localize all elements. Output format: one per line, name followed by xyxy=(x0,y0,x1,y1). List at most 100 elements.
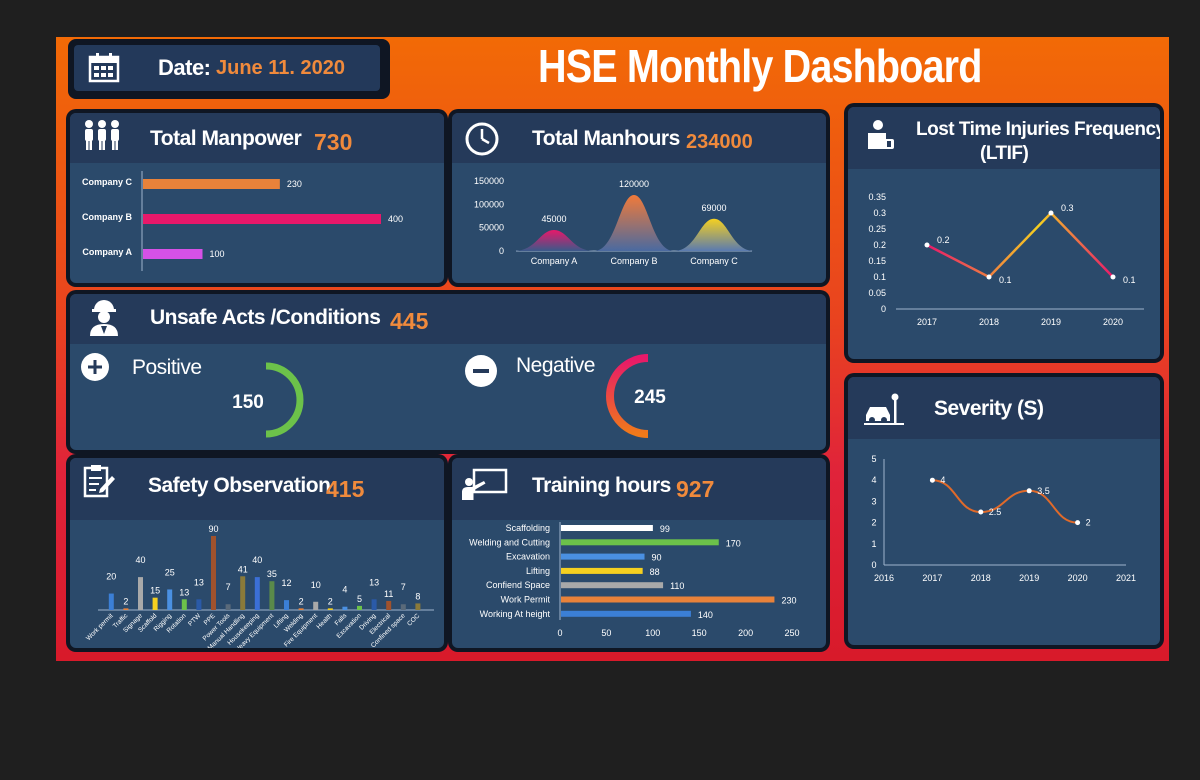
training-xtick-50: 50 xyxy=(601,628,611,638)
manpower-value: 730 xyxy=(314,129,353,155)
clock-icon xyxy=(465,122,499,156)
training-value-scaffolding: 99 xyxy=(660,524,670,534)
training-label-scaffolding: Scaffolding xyxy=(506,523,550,533)
ltif-label-2018: 0.1 xyxy=(999,275,1012,285)
date-box: Date: June 11. 2020 xyxy=(68,39,390,99)
observation-bar-fire-equipment xyxy=(313,601,319,610)
training-value-confiend-space: 110 xyxy=(670,581,684,591)
training-chart: Scaffolding 99 Welding and Cutting 170 Excav… xyxy=(469,522,800,638)
severity-xtick-2021: 2021 xyxy=(1116,573,1136,583)
observation-card: Safety Observation 415 20 Work permit 2 Tra… xyxy=(66,454,448,652)
observation-bar-driving xyxy=(371,599,377,610)
training-bar-working-at-height xyxy=(561,610,691,617)
manhours-title: Total Manhours xyxy=(532,127,680,150)
severity-line xyxy=(932,479,1078,524)
severity-ytick-2: 2 xyxy=(871,518,876,528)
manhours-xtick-company-a: Company A xyxy=(531,256,578,266)
training-card: Training hours 927 Scaffolding 99 Welding … xyxy=(448,454,830,652)
injured-person-icon xyxy=(868,120,894,149)
manpower-title: Total Manpower xyxy=(150,127,302,150)
observation-value-signage: 40 xyxy=(135,555,145,565)
training-label-excavation: Excavation xyxy=(506,552,550,562)
severity-label-2020: 2 xyxy=(1086,518,1091,528)
ltif-line xyxy=(926,211,1114,279)
training-xtick-150: 150 xyxy=(692,628,707,638)
training-bar-welding-and-cutting xyxy=(561,539,719,546)
worker-helmet-icon xyxy=(90,300,118,336)
severity-point-2018 xyxy=(978,509,984,515)
observation-value-power-tools: 7 xyxy=(226,582,231,592)
observation-bar-lifting xyxy=(284,600,289,610)
observation-bar-ptw xyxy=(196,599,202,610)
manpower-card: Total Manpower 730 Company C 230 Company B… xyxy=(66,109,448,287)
presentation-icon xyxy=(462,468,508,500)
observation-bar-ppe xyxy=(211,536,216,610)
observation-bar-welding xyxy=(298,608,304,610)
manpower-bar-company-c xyxy=(143,179,280,189)
observation-bar-signage xyxy=(138,577,143,610)
observation-value-health: 2 xyxy=(328,596,333,606)
unsafe-chart: 150 245 xyxy=(232,354,666,438)
severity-ytick-1: 1 xyxy=(871,539,876,549)
manpower-header xyxy=(70,113,444,163)
observation-bar-traffic xyxy=(123,608,129,610)
ltif-ytick-0-35: 0.35 xyxy=(868,192,886,202)
observation-bar-coc xyxy=(415,603,421,610)
observation-value-falls: 4 xyxy=(342,585,347,595)
severity-card: Severity (S) 5 4 3 2 1 0 2016 2017 2018 2019 2020 2… xyxy=(844,373,1164,649)
training-title: Training hours xyxy=(532,474,671,497)
manhours-ytick-100000: 100000 xyxy=(474,199,504,209)
unsafe-header xyxy=(70,294,826,344)
negative-value: 245 xyxy=(634,387,666,408)
observation-bar-rigging xyxy=(167,589,173,610)
positive-arc xyxy=(265,362,304,438)
observation-value-ptw: 13 xyxy=(194,577,204,587)
observation-xtick-coc: COC xyxy=(406,612,421,627)
observation-bar-excavation xyxy=(357,605,362,610)
observation-value-rigging: 25 xyxy=(165,567,175,577)
manpower-bar-company-a xyxy=(143,249,203,259)
observation-xtick-health: Health xyxy=(315,612,334,631)
training-label-work-permit: Work Permit xyxy=(501,595,551,605)
training-bar-excavation xyxy=(561,553,645,560)
observation-value-rotation: 13 xyxy=(179,587,189,597)
training-bar-lifting xyxy=(561,567,643,574)
negative-arc xyxy=(606,354,649,438)
ltif-ytick-0-05: 0.05 xyxy=(868,288,886,298)
training-label-working-at-height: Working At height xyxy=(480,609,551,619)
ltif-title-line2: (LTIF) xyxy=(980,143,1029,164)
severity-xtick-2019: 2019 xyxy=(1019,573,1039,583)
manhours-area-company-c xyxy=(674,218,754,251)
page-title: HSE Monthly Dashboard xyxy=(538,40,982,92)
observation-value-welding: 2 xyxy=(299,596,304,606)
people-icon xyxy=(85,120,119,150)
training-bar-scaffolding xyxy=(561,525,653,531)
severity-ytick-3: 3 xyxy=(871,496,876,506)
ltif-ytick-0-15: 0.15 xyxy=(868,256,886,266)
severity-title: Severity (S) xyxy=(934,397,1044,420)
severity-xtick-2018: 2018 xyxy=(971,573,991,583)
observation-value-confined-space: 7 xyxy=(401,582,406,592)
ltif-title-line1: Lost Time Injuries Frequency xyxy=(916,119,1160,140)
severity-ytick-4: 4 xyxy=(871,475,876,485)
date-value: June 11. 2020 xyxy=(216,57,345,79)
observation-bar-manual-handling xyxy=(240,576,246,610)
unsafe-card: Unsafe Acts /Conditions 445 Positive Neg… xyxy=(66,290,830,454)
observation-bar-health xyxy=(327,608,333,610)
observation-bar-electrical xyxy=(386,600,392,610)
observation-bar-housekeeping xyxy=(254,577,260,610)
severity-point-2020 xyxy=(1075,520,1081,526)
ltif-card: Lost Time Injuries Frequency (LTIF) 0.35… xyxy=(844,103,1164,363)
observation-value-work-permit: 20 xyxy=(106,572,116,582)
ltif-point-2018 xyxy=(986,274,992,280)
observation-bar-falls xyxy=(342,606,348,610)
unsafe-value: 445 xyxy=(390,308,429,334)
training-xtick-250: 250 xyxy=(784,628,799,638)
plus-circle-icon xyxy=(81,353,109,381)
training-value-work-permit: 230 xyxy=(781,596,796,606)
severity-label-2018: 2.5 xyxy=(989,507,1002,517)
training-xtick-200: 200 xyxy=(738,628,753,638)
negative-label: Negative xyxy=(516,354,595,377)
ltif-ytick-0: 0 xyxy=(881,304,886,314)
